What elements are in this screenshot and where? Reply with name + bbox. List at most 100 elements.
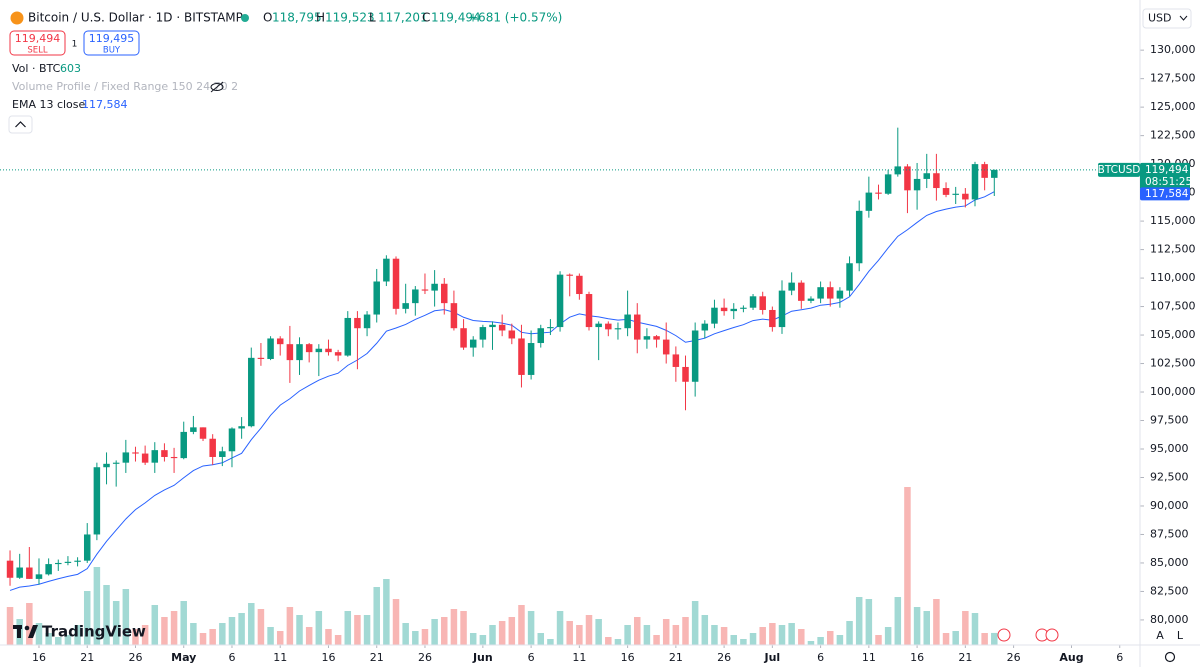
candle-body	[26, 567, 33, 579]
volume-bar	[643, 625, 651, 645]
buy-label[interactable]: BUY	[103, 46, 121, 56]
symbol-logo	[10, 11, 24, 25]
x-tick-label: 16	[910, 651, 924, 664]
volume-bar	[691, 601, 699, 645]
candle-body	[479, 327, 487, 340]
event-icons[interactable]	[997, 628, 1059, 642]
volume-bar	[576, 625, 583, 645]
volume-bar	[634, 617, 641, 645]
volume-bar	[556, 611, 564, 645]
x-tick-label: 11	[862, 651, 876, 664]
y-tick-label: 125,000	[1150, 100, 1196, 113]
currency-label[interactable]: USD	[1148, 12, 1172, 25]
buy-price[interactable]: 119,495	[89, 32, 135, 45]
quantity: 1	[72, 40, 78, 50]
volume-bar	[759, 627, 766, 645]
volume-bar	[55, 637, 62, 645]
candle-body	[807, 298, 815, 301]
y-tick-label: 130,000	[1150, 43, 1196, 56]
collapse-icon[interactable]	[15, 121, 26, 128]
candle-body	[836, 290, 844, 299]
candle-body	[923, 173, 930, 179]
collapse-button[interactable]	[8, 115, 33, 134]
volume-bar	[219, 623, 226, 645]
countdown-label: 08:51:25	[1145, 176, 1192, 188]
y-tick-label: 102,500	[1150, 357, 1196, 370]
candle-body	[576, 275, 583, 295]
candle-body	[305, 344, 313, 353]
volume-bar	[730, 635, 738, 645]
volume-bar	[952, 631, 959, 645]
volume-bar	[286, 607, 294, 645]
currency-caret[interactable]	[1179, 15, 1188, 21]
x-tick-label: May	[171, 651, 196, 664]
market-status	[241, 14, 249, 22]
volume-bar	[103, 585, 110, 645]
candle-body	[267, 338, 274, 359]
candle-body	[884, 174, 892, 194]
y-tick-label: 82,500	[1150, 584, 1189, 597]
candle-body	[219, 451, 226, 457]
candle-body	[460, 328, 467, 348]
volume-bar	[826, 631, 834, 645]
x-tick-label: 16	[321, 651, 335, 664]
legend-change: +681 (+0.57%)	[468, 11, 562, 25]
x-tick-label: 21	[669, 651, 683, 664]
candle-body	[498, 324, 506, 331]
volume-bar	[479, 635, 487, 645]
volume-bar	[682, 617, 689, 645]
candle-body	[141, 453, 149, 463]
scale-log[interactable]: L	[1177, 629, 1184, 642]
volume-bar	[614, 639, 622, 645]
candle-body	[730, 308, 738, 312]
candle-body	[180, 431, 187, 459]
candle-body	[103, 463, 110, 468]
volume-bar	[64, 635, 72, 645]
legend-value: 119,494	[431, 11, 481, 25]
volume-bar	[518, 605, 525, 645]
candle-body	[508, 330, 516, 339]
candle-body	[952, 193, 959, 195]
volume-bar	[180, 601, 187, 645]
volume-bar	[904, 487, 911, 645]
volume-bar	[199, 633, 207, 645]
candle-body	[547, 327, 554, 329]
volume-bar	[209, 629, 216, 645]
candle-body	[942, 188, 950, 195]
x-tick-label: 26	[1007, 651, 1021, 664]
candle-body	[518, 338, 525, 375]
candle-body	[933, 173, 940, 189]
hide-icon[interactable]	[210, 81, 224, 93]
candle-body	[93, 467, 101, 535]
logo-text: TradingView	[42, 623, 146, 641]
candle-body	[720, 307, 728, 312]
sell-price[interactable]: 119,494	[15, 32, 61, 45]
x-tick-label: Aug	[1059, 651, 1083, 664]
candle-body	[962, 193, 969, 200]
volume-bar	[701, 615, 709, 645]
volume-bar	[170, 611, 178, 645]
volume-bar	[942, 633, 950, 645]
volume-bar	[595, 619, 602, 645]
candle-body	[691, 330, 699, 382]
y-tick-label: 90,000	[1150, 499, 1189, 512]
scale-auto[interactable]: A	[1156, 629, 1164, 642]
candle-body	[556, 274, 564, 328]
candle-body	[749, 296, 757, 308]
candle-body	[595, 323, 602, 328]
sell-label[interactable]: SELL	[27, 46, 48, 56]
settings-icon[interactable]	[1164, 651, 1176, 663]
volume-bar	[798, 629, 805, 645]
y-tick-label: 100,000	[1150, 385, 1196, 398]
currency-button[interactable]	[1142, 8, 1192, 29]
volume-bar	[923, 611, 930, 645]
candle-body	[566, 274, 573, 276]
volume-bar	[441, 617, 448, 645]
indicator-legend: Volume Profile / Fixed Range 150 24 70 2	[12, 80, 238, 93]
y-tick-label: 95,000	[1150, 442, 1189, 455]
x-tick-label: 21	[958, 651, 972, 664]
sell-button[interactable]	[9, 30, 66, 56]
volume-bar	[392, 599, 400, 645]
volume-bar	[547, 639, 554, 645]
buy-button[interactable]	[83, 30, 140, 56]
